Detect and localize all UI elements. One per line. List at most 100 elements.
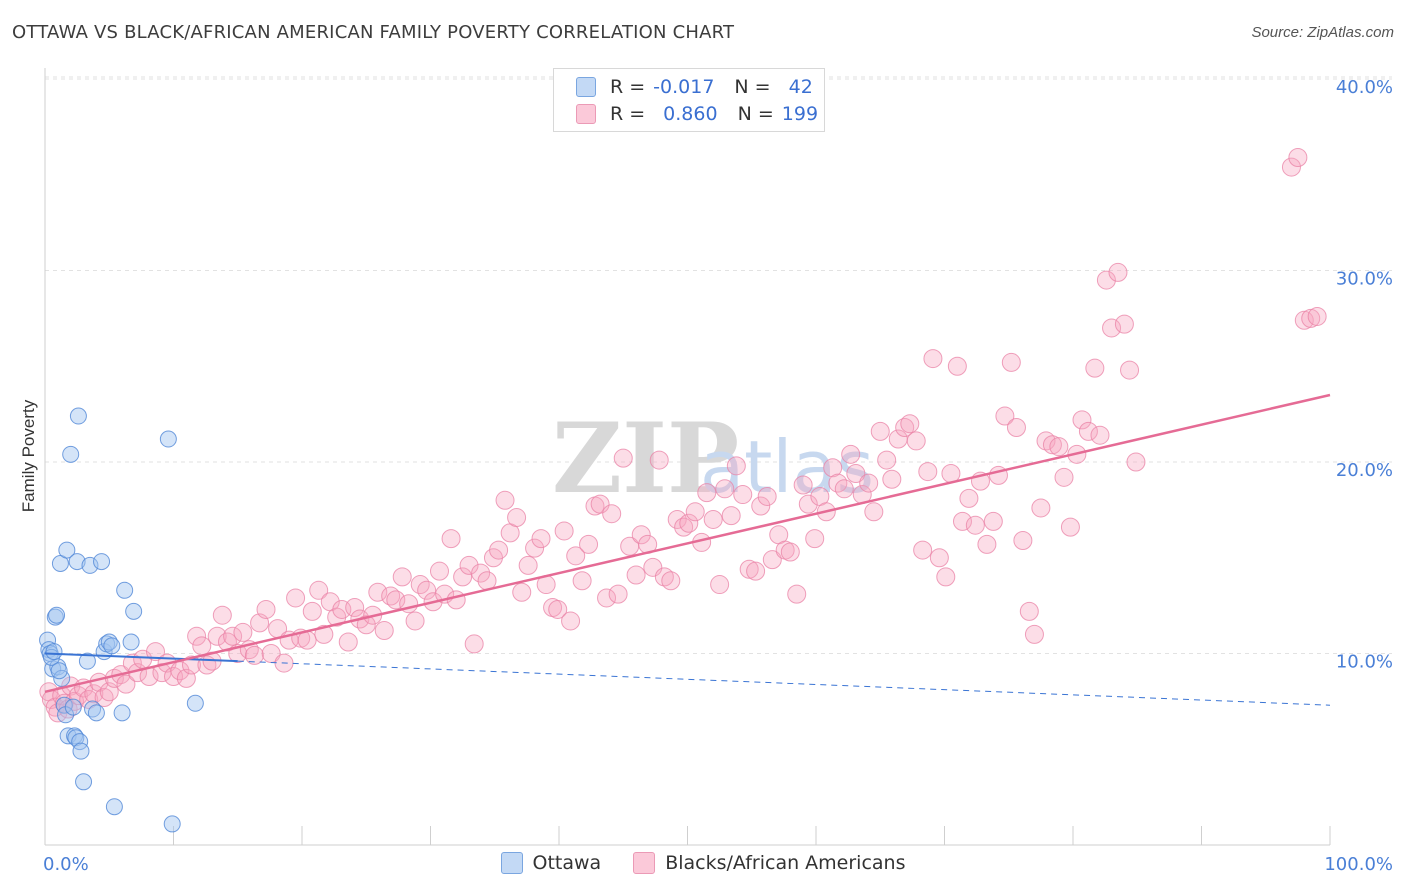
legend-label-ottawa: Ottawa: [532, 852, 602, 874]
black-point: [381, 586, 401, 606]
black-point: [1288, 148, 1308, 168]
ottawa-point: [122, 633, 140, 651]
black-point: [1281, 157, 1301, 177]
black-point: [1096, 270, 1116, 290]
black-point: [79, 689, 99, 709]
legend-item-ottawa[interactable]: Ottawa: [500, 852, 602, 874]
ottawa-point: [50, 662, 68, 680]
black-point: [864, 502, 884, 522]
black-point: [661, 571, 681, 591]
black-point: [1090, 425, 1110, 445]
legend-label-black: Blacks/African Americans: [665, 852, 906, 874]
ottawa-point: [45, 643, 63, 661]
black-point: [947, 356, 967, 376]
r-value: -0.017: [653, 76, 715, 98]
black-point: [952, 511, 972, 531]
n-value: 42: [788, 76, 813, 98]
ottawa-point: [58, 541, 76, 559]
black-point: [1019, 601, 1039, 621]
watermark-atlas: atlas: [700, 425, 874, 509]
black-point: [1078, 421, 1098, 441]
black-point: [302, 601, 322, 621]
black-point: [1120, 360, 1140, 380]
series-legend: Ottawa Blacks/African Americans: [0, 852, 1406, 874]
black-swatch: [576, 104, 596, 124]
ottawa-point: [72, 742, 90, 760]
black-point: [798, 494, 818, 514]
black-point: [859, 473, 879, 493]
black-point: [233, 622, 253, 642]
ottawa-point: [64, 698, 82, 716]
ottawa-point: [78, 652, 96, 670]
black-point: [531, 529, 551, 549]
black-point: [566, 546, 586, 566]
ottawa-trend-extension: [237, 660, 1331, 706]
black-point: [1013, 531, 1033, 551]
black-point: [471, 563, 491, 583]
legend-item-black[interactable]: Blacks/African Americans: [633, 852, 905, 874]
watermark-zip: ZIP: [552, 402, 739, 515]
black-point: [1031, 498, 1051, 518]
black-point: [1301, 308, 1321, 328]
black-point: [525, 538, 545, 558]
black-point: [674, 517, 694, 537]
black-point: [710, 575, 730, 595]
n-value: 199: [781, 103, 819, 125]
black-point: [1054, 467, 1074, 487]
black-point: [244, 645, 264, 665]
black-point: [84, 684, 104, 704]
black-point: [715, 479, 735, 499]
tick-labels: 10.0% 20.0% 30.0% 40.0% 0.0% 100.0%: [43, 77, 1393, 875]
black-point: [870, 421, 890, 441]
ottawa-point: [103, 637, 121, 655]
ottawa-points: [39, 407, 204, 833]
black-point: [1072, 410, 1092, 430]
black-point: [762, 550, 782, 570]
ottawa-point: [69, 407, 87, 425]
y-tick-label: 30.0%: [1336, 269, 1393, 290]
black-point: [256, 599, 276, 619]
black-point: [356, 615, 376, 635]
black-point: [1307, 306, 1327, 326]
black-point: [823, 458, 843, 478]
y-axis-label: Family Poverty: [19, 399, 38, 512]
black-point: [417, 580, 437, 600]
ottawa-point: [48, 606, 66, 624]
black-point: [1001, 352, 1021, 372]
black-point: [579, 534, 599, 554]
ottawa-point: [75, 773, 93, 791]
black-point: [667, 509, 687, 529]
black-point: [613, 448, 633, 468]
black-point: [995, 406, 1015, 426]
ottawa-point: [62, 445, 80, 463]
ottawa-point: [125, 602, 143, 620]
black-point: [841, 444, 861, 464]
black-point: [751, 496, 771, 516]
x-tick-label: 0.0%: [43, 854, 89, 875]
black-point: [392, 567, 412, 587]
black-point: [685, 502, 705, 522]
black-legend-swatch: [633, 852, 656, 874]
black-point: [345, 598, 365, 618]
black-point: [94, 688, 114, 708]
stats-legend: R = -0.017 N = 42 R = 0.860 N = 199: [553, 68, 825, 132]
ottawa-point: [68, 553, 86, 571]
black-point: [1042, 435, 1062, 455]
black-point: [746, 561, 766, 581]
black-point: [602, 504, 622, 524]
black-point: [977, 534, 997, 554]
black-point: [877, 450, 897, 470]
black-point: [187, 626, 207, 646]
black-point: [1126, 452, 1146, 472]
source-credit: Source: ZipAtlas.com: [1251, 24, 1394, 41]
axes: [44, 68, 1331, 846]
black-point: [146, 642, 166, 662]
n-label: N =: [734, 76, 771, 98]
black-point: [983, 511, 1003, 531]
black-point: [846, 463, 866, 483]
legend-row-black: R = 0.860 N = 199: [576, 102, 818, 126]
trend-lines: [44, 393, 1331, 706]
black-point: [780, 542, 800, 562]
black-point: [1049, 437, 1069, 457]
black-point: [895, 418, 915, 438]
